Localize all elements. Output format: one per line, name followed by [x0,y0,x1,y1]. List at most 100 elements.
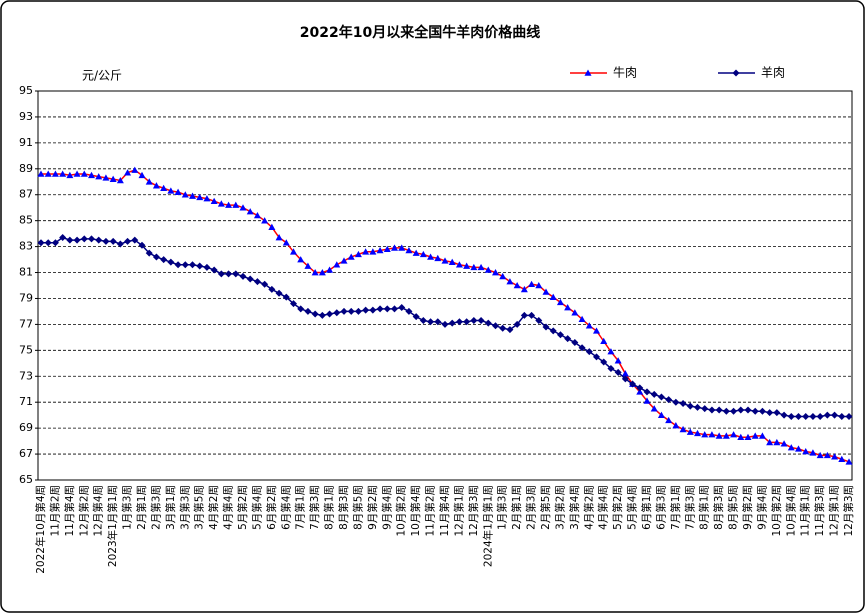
point-marker [282,239,290,246]
x-tick-label: 5月第2周 [611,485,624,530]
x-tick-label: 12月第1周 [452,485,465,537]
point-marker [809,449,817,456]
x-tick-label: 2024年1月第1周 [481,485,494,567]
point-marker [528,311,536,319]
x-tick-label: 12月第3周 [842,485,855,537]
point-marker [405,246,413,254]
point-marker [737,433,745,441]
point-marker [376,305,384,313]
x-tick-label: 12月第4周 [92,485,105,537]
point-marker [823,411,831,419]
x-tick-label: 9月第2周 [741,485,754,530]
point-marker [152,253,160,261]
point-marker [37,170,45,177]
point-marker [282,293,290,301]
point-marker [419,250,427,258]
point-marker [354,250,362,258]
point-marker [340,307,348,315]
point-marker [492,322,499,330]
point-marker [795,445,802,452]
x-tick-label: 11月第3周 [813,485,826,537]
point-marker [657,411,665,418]
point-marker [419,317,427,325]
point-marker [362,248,370,255]
point-marker [95,236,103,244]
point-marker [722,407,730,415]
point-marker [290,248,297,255]
x-tick-label: 8月第5周 [351,485,364,530]
point-marker [333,309,341,317]
y-tick-label: 91 [19,136,33,149]
point-marker [549,327,557,335]
point-marker [506,326,514,334]
x-tick-label: 12月第2周 [77,485,90,537]
point-marker [124,169,132,176]
point-marker [751,432,759,439]
x-tick-label: 3月第3周 [178,485,191,530]
x-tick-label: 8月第1周 [698,485,711,530]
x-tick-label: 5月第4周 [250,485,263,530]
point-marker [766,409,774,417]
point-marker [434,318,442,326]
point-marker [427,253,435,260]
point-marker [37,239,45,247]
point-marker [542,288,550,295]
x-tick-label: 8月第3周 [712,485,725,530]
point-marker [441,320,449,328]
x-tick-label: 4月第4周 [222,485,235,530]
point-marker [340,257,348,264]
point-marker [455,261,463,268]
point-marker [59,234,67,242]
point-marker [174,188,182,195]
point-marker [571,309,579,316]
point-marker [802,447,810,455]
point-marker [636,388,644,395]
point-marker [261,217,269,224]
point-marker [290,300,297,308]
point-marker [564,304,572,311]
point-marker [816,451,824,459]
point-marker [51,170,59,177]
point-marker [614,357,622,364]
point-marker [311,310,319,318]
point-marker [51,239,59,247]
point-marker [225,270,233,278]
point-marker [275,234,283,241]
x-tick-label: 10月第2周 [770,485,783,537]
x-tick-label: 1月第3周 [121,485,134,530]
point-marker [326,310,334,318]
point-marker [311,269,319,276]
point-marker [585,348,593,356]
point-marker [672,398,680,406]
point-marker [80,170,88,177]
point-marker [499,324,507,332]
point-marker [621,375,629,383]
point-marker [607,348,615,355]
point-marker [109,237,117,245]
point-marker [679,425,687,433]
point-marker [708,406,716,414]
point-marker [73,170,81,177]
point-marker [477,263,485,271]
point-marker [838,455,846,463]
point-marker [347,253,355,260]
y-tick-label: 81 [19,266,33,279]
x-tick-label: 9月第4周 [755,485,768,530]
point-marker [210,266,218,274]
point-marker [600,358,608,366]
point-marker [383,245,391,252]
point-marker [737,406,745,414]
point-marker [600,337,608,345]
point-marker [831,453,839,460]
point-marker [391,244,398,251]
point-marker [189,192,196,199]
point-marker [773,438,781,446]
point-marker [398,304,406,312]
point-marker [181,191,189,198]
point-marker [686,428,694,435]
x-tick-label: 4月第4周 [597,485,610,530]
point-marker [59,170,67,177]
point-marker [513,320,521,328]
point-marker [715,406,723,414]
point-marker [499,272,507,280]
